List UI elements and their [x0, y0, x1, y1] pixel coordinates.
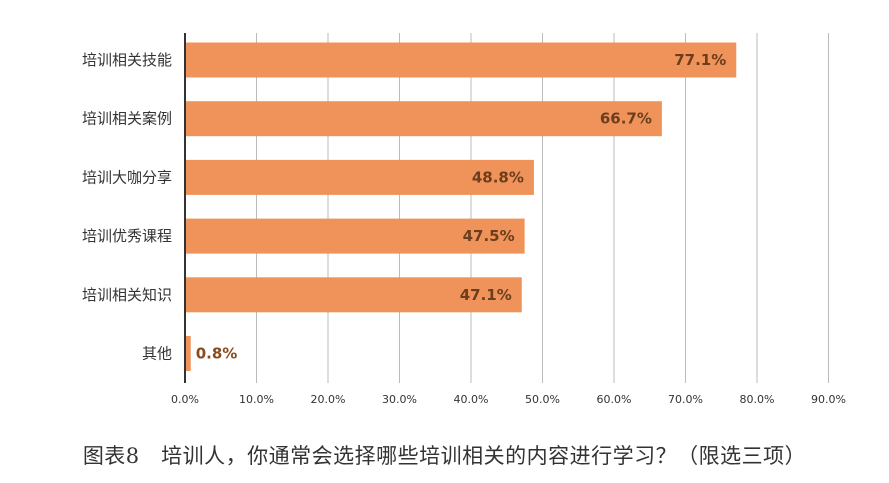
data-label: 47.1% — [460, 286, 512, 304]
bar — [185, 159, 534, 195]
bar — [185, 336, 191, 371]
data-label: 48.8% — [472, 168, 524, 186]
figure-caption: 图表8 培训人，你通常会选择哪些培训相关的内容进行学习？（限选三项） — [82, 444, 807, 468]
data-label: 0.8% — [196, 345, 238, 363]
x-tick-label: 30.0% — [382, 393, 417, 406]
bar — [185, 101, 662, 137]
x-tick-label: 10.0% — [239, 393, 274, 406]
data-label: 66.7% — [600, 110, 652, 128]
category-label: 培训优秀课程 — [82, 227, 172, 245]
x-tick-label: 0.0% — [171, 393, 199, 406]
category-label: 培训相关知识 — [82, 286, 172, 304]
bar — [185, 277, 522, 313]
x-tick-label: 40.0% — [454, 393, 489, 406]
category-label: 培训相关案例 — [82, 110, 172, 128]
data-label: 77.1% — [674, 51, 726, 69]
x-tick-labels: 0.0% 10.0% 20.0% 30.0% 40.0% 50.0% 60.0% 70.0% 8… — [171, 393, 846, 406]
category-label: 培训大咖分享 — [82, 168, 172, 186]
x-tick-label: 80.0% — [740, 393, 775, 406]
category-label: 培训相关技能 — [82, 51, 172, 69]
x-tick-label: 20.0% — [311, 393, 346, 406]
x-tick-label: 50.0% — [525, 393, 560, 406]
category-label: 其他 — [142, 345, 172, 363]
data-labels: 77.1% 66.7% 48.8% 47.5% 47.1% 0.8% — [196, 51, 727, 363]
bar — [185, 42, 737, 78]
bar — [185, 218, 525, 254]
bars — [185, 42, 737, 371]
data-label: 47.5% — [463, 227, 515, 245]
x-tick-label: 60.0% — [597, 393, 632, 406]
x-tick-label: 90.0% — [811, 393, 846, 406]
x-tick-label: 70.0% — [668, 393, 703, 406]
grid-lines — [256, 33, 829, 383]
